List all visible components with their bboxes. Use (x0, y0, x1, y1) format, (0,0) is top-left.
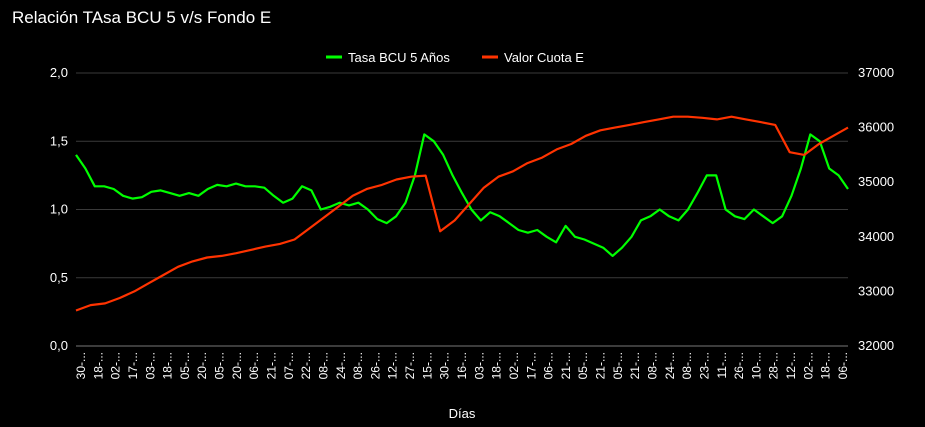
x-tick-label: 18-... (161, 352, 175, 379)
x-axis-label: Días (449, 406, 476, 421)
x-tick-label: 08-... (316, 352, 330, 379)
left-y-tick-label: 2,0 (50, 65, 68, 80)
right-y-tick-label: 36000 (858, 120, 894, 135)
x-tick-label: 03-... (143, 352, 157, 379)
x-tick-label: 26-... (368, 352, 382, 379)
x-tick-label: 18-... (819, 352, 833, 379)
right-y-tick-label: 34000 (858, 229, 894, 244)
x-tick-label: 22-... (299, 352, 313, 379)
right-y-axis: 32000 33000 34000 35000 36000 37000 (858, 65, 894, 353)
left-y-tick-label: 0,0 (50, 338, 68, 353)
x-tick-label: 05-... (611, 352, 625, 379)
x-tick-label: 21-... (265, 352, 279, 379)
x-tick-label: 18-... (91, 352, 105, 379)
x-tick-label: 03-... (472, 352, 486, 379)
legend: Tasa BCU 5 Años Valor Cuota E (326, 50, 584, 65)
left-y-tick-label: 1,5 (50, 133, 68, 148)
series-lines (75, 115, 849, 312)
x-tick-label: 26-... (732, 352, 746, 379)
x-tick-label: 05-... (178, 352, 192, 379)
x-tick-label: 02-... (801, 352, 815, 379)
x-tick-label: 28-... (767, 352, 781, 379)
x-tick-label: 10-... (749, 352, 763, 379)
x-tick-label: 20-... (195, 352, 209, 379)
x-tick-label: 11-... (715, 352, 729, 378)
legend-label: Tasa BCU 5 Años (348, 50, 450, 65)
right-y-tick-label: 32000 (858, 338, 894, 353)
x-tick-label: 20-... (230, 352, 244, 379)
x-tick-label: 05-... (576, 352, 590, 379)
x-tick-label: 16-... (455, 352, 469, 379)
x-tick-label: 12-... (386, 352, 400, 379)
right-y-tick-label: 37000 (858, 65, 894, 80)
left-y-axis: 0,0 0,5 1,0 1,5 2,0 (50, 65, 68, 353)
x-tick-label: 18-... (490, 352, 504, 379)
x-tick-label: 06-... (836, 352, 850, 379)
x-tick-label: 21-... (559, 352, 573, 379)
right-y-tick-label: 35000 (858, 174, 894, 189)
x-tick-label: 02-... (507, 352, 521, 379)
x-tick-label: 08-... (646, 352, 660, 379)
right-y-tick-label: 33000 (858, 283, 894, 298)
x-tick-label: 21-... (628, 352, 642, 379)
x-tick-label: 06-... (542, 352, 556, 379)
series-valor-cuota-line (75, 115, 849, 312)
grid (76, 72, 848, 347)
x-axis: 30-... 18-... 02-... 17-... 03-... 18-... 05-.… (74, 352, 850, 379)
x-tick-label: 06-... (247, 352, 261, 379)
x-tick-label: 07-... (282, 352, 296, 379)
x-tick-label: 17-... (126, 352, 140, 379)
x-tick-label: 05-... (213, 352, 227, 379)
x-tick-label: 30-... (438, 352, 452, 379)
x-tick-label: 24-... (334, 352, 348, 379)
x-tick-label: 30-... (74, 352, 88, 379)
x-tick-label: 17-... (524, 352, 538, 379)
x-tick-label: 02-... (109, 352, 123, 379)
left-y-tick-label: 0,5 (50, 270, 68, 285)
x-tick-label: 15-... (420, 352, 434, 379)
x-tick-label: 24-... (663, 352, 677, 379)
chart-title: Relación TAsa BCU 5 v/s Fondo E (12, 8, 272, 27)
x-tick-label: 23-... (697, 352, 711, 379)
legend-item-valor-cuota[interactable]: Valor Cuota E (482, 50, 584, 65)
series-tasa-bcu-line (75, 133, 849, 257)
x-tick-label: 21-... (594, 352, 608, 379)
left-y-tick-label: 1,0 (50, 202, 68, 217)
x-tick-label: 08-... (680, 352, 694, 379)
x-tick-label: 12-... (784, 352, 798, 379)
legend-item-tasa-bcu[interactable]: Tasa BCU 5 Años (326, 50, 450, 65)
legend-label: Valor Cuota E (504, 50, 584, 65)
x-tick-label: 27-... (403, 352, 417, 379)
x-tick-label: 08-... (351, 352, 365, 379)
